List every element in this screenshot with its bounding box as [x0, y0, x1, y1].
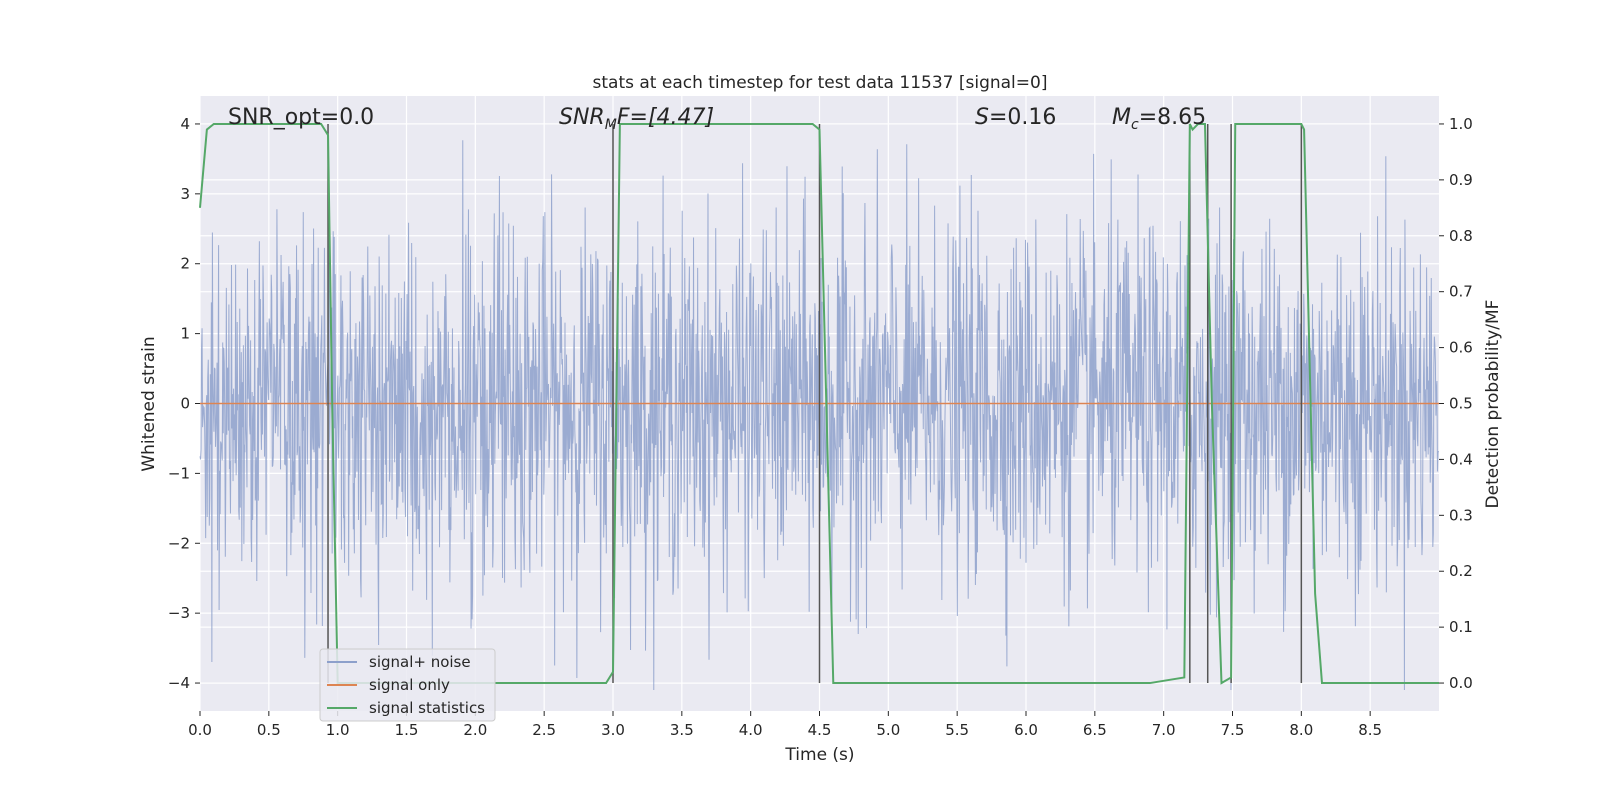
y-tick-label: 0	[180, 395, 190, 413]
annotation-mc-rest: =8.65	[1139, 105, 1206, 130]
y2-tick-label: 0.0	[1449, 674, 1473, 692]
x-tick-label: 5.5	[945, 721, 969, 739]
signal-statistics-series	[199, 122, 1439, 685]
y-tick-label: 1	[180, 325, 190, 343]
annotation-s-main: S	[975, 105, 989, 130]
y2-axis-label: Detection probability/MF	[1483, 300, 1503, 509]
legend-label-noise: signal+ noise	[369, 653, 471, 671]
annotation-mc: Mc=8.65	[1112, 105, 1206, 133]
y2-tick-label: 1.0	[1449, 115, 1473, 133]
y2-tick-label: 0.5	[1449, 395, 1473, 413]
x-tick-label: 6.5	[1083, 721, 1107, 739]
legend-label-stats: signal statistics	[369, 699, 485, 717]
y-tick-label: −2	[168, 534, 190, 552]
x-tick-label: 1.0	[326, 721, 350, 739]
x-tick-label: 3.5	[670, 721, 694, 739]
x-tick-label: 7.5	[1221, 721, 1245, 739]
annotation-snr-mf-rest: F=[4.47]	[617, 105, 714, 130]
legend: signal+ noise signal only signal statist…	[319, 648, 496, 722]
x-tick-label: 1.5	[395, 721, 419, 739]
chart-title: stats at each timestep for test data 115…	[593, 73, 1048, 93]
y2-tick-label: 0.4	[1449, 450, 1473, 468]
legend-label-signal: signal only	[369, 676, 450, 694]
annotation-snr-mf: SNRMF=[4.47]	[559, 105, 714, 133]
y2-tick-label: 0.8	[1449, 227, 1473, 245]
y2-tick-label: 0.1	[1449, 618, 1473, 636]
y2-tick-label: 0.2	[1449, 562, 1473, 580]
annotation-snr-mf-main: SNR	[559, 105, 605, 130]
x-tick-label: 5.0	[876, 721, 900, 739]
annotation-snr-opt: SNR_opt=0.0	[228, 105, 374, 130]
x-tick-label: 4.0	[739, 721, 763, 739]
vertical-markers	[327, 123, 1303, 684]
x-ticks: 0.0 0.5 1.0 1.5 2.0 2.5 3.0 3.5 4.0 4.5 5.0 5.5 6.0 6…	[188, 711, 1382, 739]
y-tick-label: −3	[168, 604, 190, 622]
y2-tick-label: 0.9	[1449, 171, 1473, 189]
x-tick-label: 2.5	[532, 721, 556, 739]
annotation-snr-mf-sub: M	[605, 117, 617, 133]
x-tick-label: 8.0	[1289, 721, 1313, 739]
annotation-mc-main: M	[1112, 105, 1131, 130]
x-tick-label: 6.0	[1014, 721, 1038, 739]
y-tick-label: 4	[180, 115, 190, 133]
y-tick-label: 2	[180, 255, 190, 273]
y2-tick-label: 0.7	[1449, 283, 1473, 301]
y-tick-label: −1	[168, 464, 190, 482]
y2-ticks: 1.0 0.9 0.8 0.7 0.6 0.5 0.4 0.3 0.2 0.1 0.0	[1439, 115, 1473, 692]
x-tick-label: 7.0	[1152, 721, 1176, 739]
y-tick-label: −4	[168, 674, 190, 692]
annotation-mc-sub: c	[1131, 117, 1139, 133]
x-axis-label: Time (s)	[784, 745, 854, 765]
y-axis-label: Whitened strain	[139, 336, 159, 471]
x-tick-label: 3.0	[601, 721, 625, 739]
x-tick-label: 0.5	[257, 721, 281, 739]
x-tick-label: 8.5	[1358, 721, 1382, 739]
y2-tick-label: 0.3	[1449, 506, 1473, 524]
x-tick-label: 4.5	[808, 721, 832, 739]
annotation-s-rest: =0.16	[989, 105, 1056, 130]
legend-box	[319, 648, 496, 722]
y-tick-label: 3	[180, 185, 190, 203]
x-tick-label: 2.0	[463, 721, 487, 739]
y2-tick-label: 0.6	[1449, 339, 1473, 357]
annotation-s: S=0.16	[975, 105, 1056, 130]
y-ticks: 4 3 2 1 0 −1 −2 −3 −4	[168, 115, 200, 692]
x-tick-label: 0.0	[188, 721, 212, 739]
